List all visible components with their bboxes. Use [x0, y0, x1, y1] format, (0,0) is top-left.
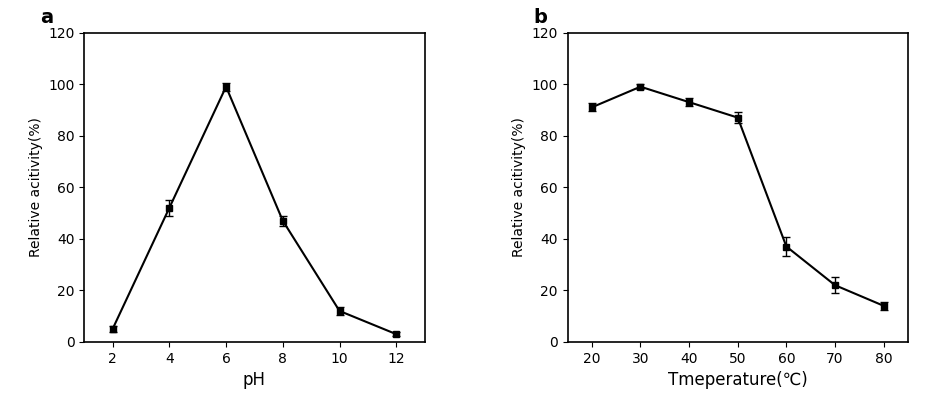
Y-axis label: Relative acitivity(%): Relative acitivity(%) — [512, 117, 526, 257]
X-axis label: Tmeperature(℃): Tmeperature(℃) — [668, 371, 808, 389]
Text: b: b — [534, 8, 548, 27]
X-axis label: pH: pH — [243, 371, 266, 389]
Text: a: a — [40, 8, 53, 27]
Y-axis label: Relative acitivity(%): Relative acitivity(%) — [29, 117, 42, 257]
